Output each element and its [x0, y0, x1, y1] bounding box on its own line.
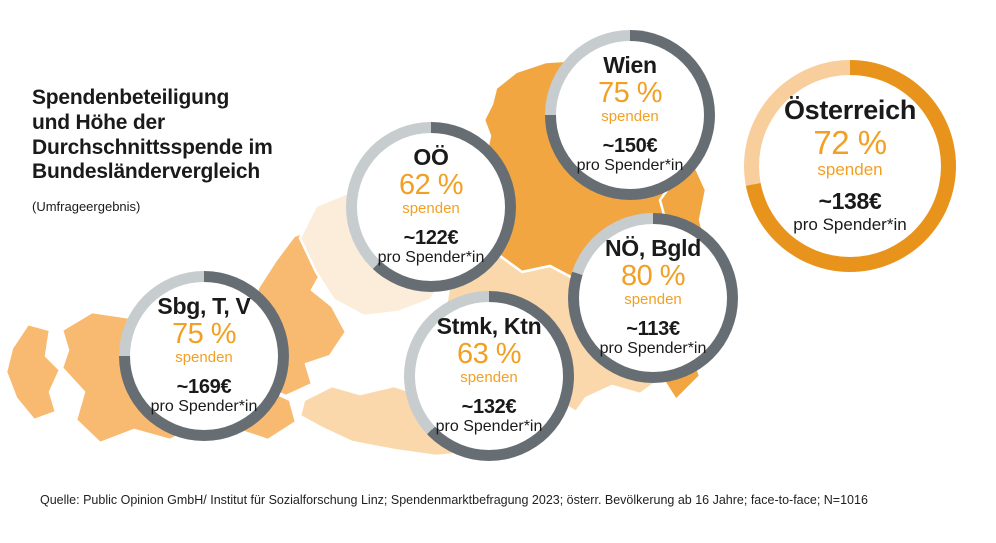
donut-badge-wien: Wien 75 % spenden ~150€ pro Spender*in [545, 30, 715, 200]
region-label: Stmk, Ktn [436, 313, 542, 340]
percent-value: 80 % [620, 259, 686, 292]
donut-inner-stmk-ktn: Stmk, Ktn 63 % spenden ~132€ pro Spender… [415, 302, 563, 450]
per-donor-label: pro Spender*in [599, 340, 707, 358]
per-donor-label: pro Spender*in [150, 398, 258, 416]
amount-value: ~150€ [602, 134, 658, 157]
title-line-2: und Höhe der [32, 110, 165, 134]
donut-badge-noe-bgld: NÖ, Bgld 80 % spenden ~113€ pro Spender*… [568, 213, 738, 383]
spenden-label: spenden [175, 349, 233, 367]
region-label: Sbg, T, V [157, 293, 251, 320]
map-region-vorarlberg [4, 322, 62, 422]
donut-badge-stmk-ktn: Stmk, Ktn 63 % spenden ~132€ pro Spender… [404, 291, 574, 461]
amount-value: ~138€ [818, 188, 882, 215]
title-line-4: Bundesländervergleich [32, 160, 261, 184]
chart-title: Spendenbeteiligung und Höhe der Durchsch… [32, 86, 273, 214]
percent-value: 75 % [171, 317, 237, 350]
donut-badge-oesterreich: Österreich 72 % spenden ~138€ pro Spende… [744, 60, 956, 272]
donut-inner-noe-bgld: NÖ, Bgld 80 % spenden ~113€ pro Spender*… [579, 224, 727, 372]
spenden-label: spenden [624, 291, 682, 309]
amount-value: ~122€ [403, 226, 459, 249]
spenden-label: spenden [601, 108, 659, 126]
donut-badge-sbg-t-v: Sbg, T, V 75 % spenden ~169€ pro Spender… [119, 271, 289, 441]
region-label: OÖ [413, 144, 449, 171]
per-donor-label: pro Spender*in [576, 157, 684, 175]
donut-inner-sbg-t-v: Sbg, T, V 75 % spenden ~169€ pro Spender… [130, 282, 278, 430]
spenden-label: spenden [402, 200, 460, 218]
donut-inner-ooe: OÖ 62 % spenden ~122€ pro Spender*in [357, 133, 505, 281]
source-citation: Quelle: Public Opinion GmbH/ Institut fü… [40, 493, 868, 507]
donut-inner-wien: Wien 75 % spenden ~150€ pro Spender*in [556, 41, 704, 189]
percent-value: 72 % [813, 123, 887, 161]
percent-value: 75 % [597, 76, 663, 109]
region-label: Österreich [783, 95, 917, 126]
percent-value: 62 % [398, 168, 464, 201]
title-line-1: Spendenbeteiligung [32, 86, 230, 109]
per-donor-label: pro Spender*in [793, 215, 907, 235]
donut-inner-oesterreich: Österreich 72 % spenden ~138€ pro Spende… [759, 75, 941, 257]
region-label: Wien [603, 52, 657, 79]
per-donor-label: pro Spender*in [435, 418, 543, 436]
per-donor-label: pro Spender*in [377, 249, 485, 267]
region-label: NÖ, Bgld [605, 235, 701, 262]
amount-value: ~113€ [626, 317, 680, 340]
percent-value: 63 % [456, 337, 522, 370]
title-line-3: Durchschnittsspende im [32, 135, 273, 159]
donut-badge-ooe: OÖ 62 % spenden ~122€ pro Spender*in [346, 122, 516, 292]
chart-subtitle: (Umfrageergebnis) [32, 199, 141, 215]
spenden-label: spenden [460, 369, 518, 387]
spenden-label: spenden [817, 159, 883, 179]
amount-value: ~132€ [461, 395, 517, 418]
amount-value: ~169€ [176, 375, 232, 398]
